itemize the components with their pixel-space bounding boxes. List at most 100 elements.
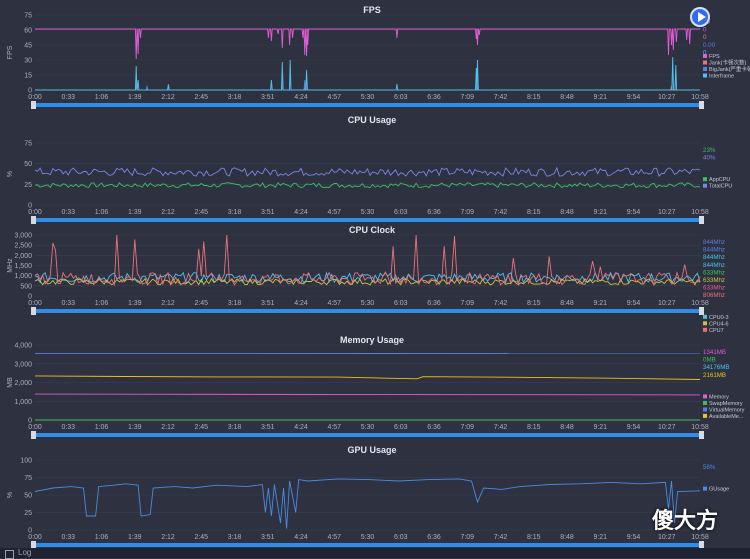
- x-tick-label-1-2: 1:06: [95, 209, 109, 216]
- x-tick-label-4-16: 8:48: [560, 534, 574, 541]
- current-value-0-3: 0.00: [703, 42, 716, 49]
- x-tick-label-2-8: 4:24: [294, 300, 308, 307]
- legend-label-2-2: CPU7: [709, 328, 724, 334]
- legend-swatch-2-2: [703, 328, 707, 332]
- x-tick-label-1-19: 10:27: [658, 209, 676, 216]
- range-slider-1: [32, 218, 703, 222]
- x-tick-label-2-5: 2:45: [194, 300, 208, 307]
- legend-swatch-0-0: [703, 54, 707, 58]
- legend-label-2-1: CPU4-6: [709, 321, 729, 327]
- x-tick-label-3-18: 9:54: [627, 424, 641, 431]
- x-tick-label-3-14: 7:42: [494, 424, 508, 431]
- x-tick-label-1-3: 1:39: [128, 209, 142, 216]
- x-tick-label-3-6: 3:18: [228, 424, 242, 431]
- x-tick-label-3-2: 1:06: [95, 424, 109, 431]
- range-handle-right-3: [699, 431, 704, 439]
- y-axis-label-4: %: [7, 492, 14, 498]
- chart-title-2: CPU Clock: [349, 225, 396, 235]
- x-tick-label-2-1: 0:33: [61, 300, 75, 307]
- series-line-4-0: [35, 479, 700, 529]
- x-tick-label-0-20: 10:58: [691, 94, 709, 101]
- x-tick-label-4-0: 0:00: [28, 534, 42, 541]
- series-line-3-3: [35, 376, 700, 380]
- current-value-2-3: 844Mhz: [703, 262, 725, 269]
- current-value-2-4: 633Mhz: [703, 269, 725, 276]
- x-tick-label-4-7: 3:51: [261, 534, 275, 541]
- x-tick-label-3-13: 7:09: [460, 424, 474, 431]
- x-tick-label-2-10: 5:30: [361, 300, 375, 307]
- y-tick-label-0-3: 45: [24, 43, 32, 50]
- y-tick-label-1-3: 75: [24, 141, 32, 148]
- x-tick-label-3-19: 10:27: [658, 424, 676, 431]
- x-tick-label-2-18: 9:54: [627, 300, 641, 307]
- y-tick-label-4-2: 50: [24, 493, 32, 500]
- x-tick-label-3-4: 2:12: [161, 424, 175, 431]
- x-tick-label-0-6: 3:18: [228, 94, 242, 101]
- x-tick-label-3-5: 2:45: [194, 424, 208, 431]
- x-tick-label-0-9: 4:57: [327, 94, 341, 101]
- x-tick-label-3-8: 4:24: [294, 424, 308, 431]
- x-tick-label-2-12: 6:36: [427, 300, 441, 307]
- x-tick-label-1-14: 7:42: [494, 209, 508, 216]
- y-tick-label-2-1: 500: [20, 283, 32, 290]
- x-tick-label-0-5: 2:45: [194, 94, 208, 101]
- x-tick-label-1-6: 3:18: [228, 209, 242, 216]
- y-tick-label-2-4: 2,000: [14, 253, 32, 260]
- current-value-2-2: 844Mhz: [703, 254, 725, 261]
- y-tick-label-4-4: 100: [20, 458, 32, 465]
- x-tick-label-0-19: 10:27: [658, 94, 676, 101]
- footer-bar: [0, 548, 750, 558]
- x-tick-label-0-2: 1:06: [95, 94, 109, 101]
- current-value-3-3: 2161MB: [703, 372, 726, 379]
- current-value-0-1: 0: [703, 27, 707, 34]
- y-tick-label-0-1: 15: [24, 73, 32, 80]
- x-tick-label-4-14: 7:42: [494, 534, 508, 541]
- current-value-2-7: 806Mhz: [703, 292, 725, 299]
- legend-swatch-3-0: [703, 394, 707, 398]
- x-tick-label-0-4: 2:12: [161, 94, 175, 101]
- x-tick-label-4-20: 10:58: [691, 534, 709, 541]
- legend-swatch-3-1: [703, 401, 707, 405]
- x-tick-label-3-12: 6:36: [427, 424, 441, 431]
- x-tick-label-1-1: 0:33: [61, 209, 75, 216]
- x-tick-label-2-7: 3:51: [261, 300, 275, 307]
- x-tick-label-4-9: 4:57: [327, 534, 341, 541]
- x-tick-label-0-1: 0:33: [61, 94, 75, 101]
- range-handle-right-1: [699, 216, 704, 224]
- x-tick-label-3-10: 5:30: [361, 424, 375, 431]
- legend-label-2-0: CPU0-3: [709, 315, 729, 321]
- x-tick-label-0-16: 8:48: [560, 94, 574, 101]
- x-tick-label-4-10: 5:30: [361, 534, 375, 541]
- y-tick-label-1-2: 50: [24, 161, 32, 168]
- legend-label-3-3: AvailableMe...: [709, 414, 744, 420]
- x-tick-label-0-14: 7:42: [494, 94, 508, 101]
- legend-label-0-1: Jank(卡顿次数): [709, 59, 746, 67]
- x-tick-label-2-11: 6:03: [394, 300, 408, 307]
- x-tick-label-4-19: 10:27: [658, 534, 676, 541]
- x-tick-label-4-15: 8:15: [527, 534, 541, 541]
- chart-title-0: FPS: [363, 5, 381, 15]
- range-handle-left-0: [31, 101, 36, 109]
- current-value-4-0: 56%: [703, 464, 716, 471]
- range-slider-0: [32, 103, 703, 107]
- x-tick-label-3-17: 9:21: [593, 424, 607, 431]
- x-tick-label-3-20: 10:58: [691, 424, 709, 431]
- x-tick-label-0-17: 9:21: [593, 94, 607, 101]
- y-tick-label-2-2: 1,000: [14, 273, 32, 280]
- x-tick-label-0-7: 3:51: [261, 94, 275, 101]
- x-tick-label-3-0: 0:00: [28, 424, 42, 431]
- y-tick-label-3-4: 4,000: [14, 343, 32, 350]
- y-axis-label-1: %: [7, 171, 14, 177]
- x-tick-label-2-20: 10:58: [691, 300, 709, 307]
- x-tick-label-1-16: 8:48: [560, 209, 574, 216]
- x-tick-label-3-15: 8:15: [527, 424, 541, 431]
- legend-swatch-2-1: [703, 321, 707, 325]
- x-tick-label-3-16: 8:48: [560, 424, 574, 431]
- y-tick-label-2-6: 3,000: [14, 233, 32, 240]
- play-icon[interactable]: [690, 7, 710, 27]
- x-tick-label-2-3: 1:39: [128, 300, 142, 307]
- x-tick-label-3-11: 6:03: [394, 424, 408, 431]
- y-axis-label-0: FPS: [7, 45, 14, 59]
- x-tick-label-4-18: 9:54: [627, 534, 641, 541]
- y-tick-label-3-1: 1,000: [14, 399, 32, 406]
